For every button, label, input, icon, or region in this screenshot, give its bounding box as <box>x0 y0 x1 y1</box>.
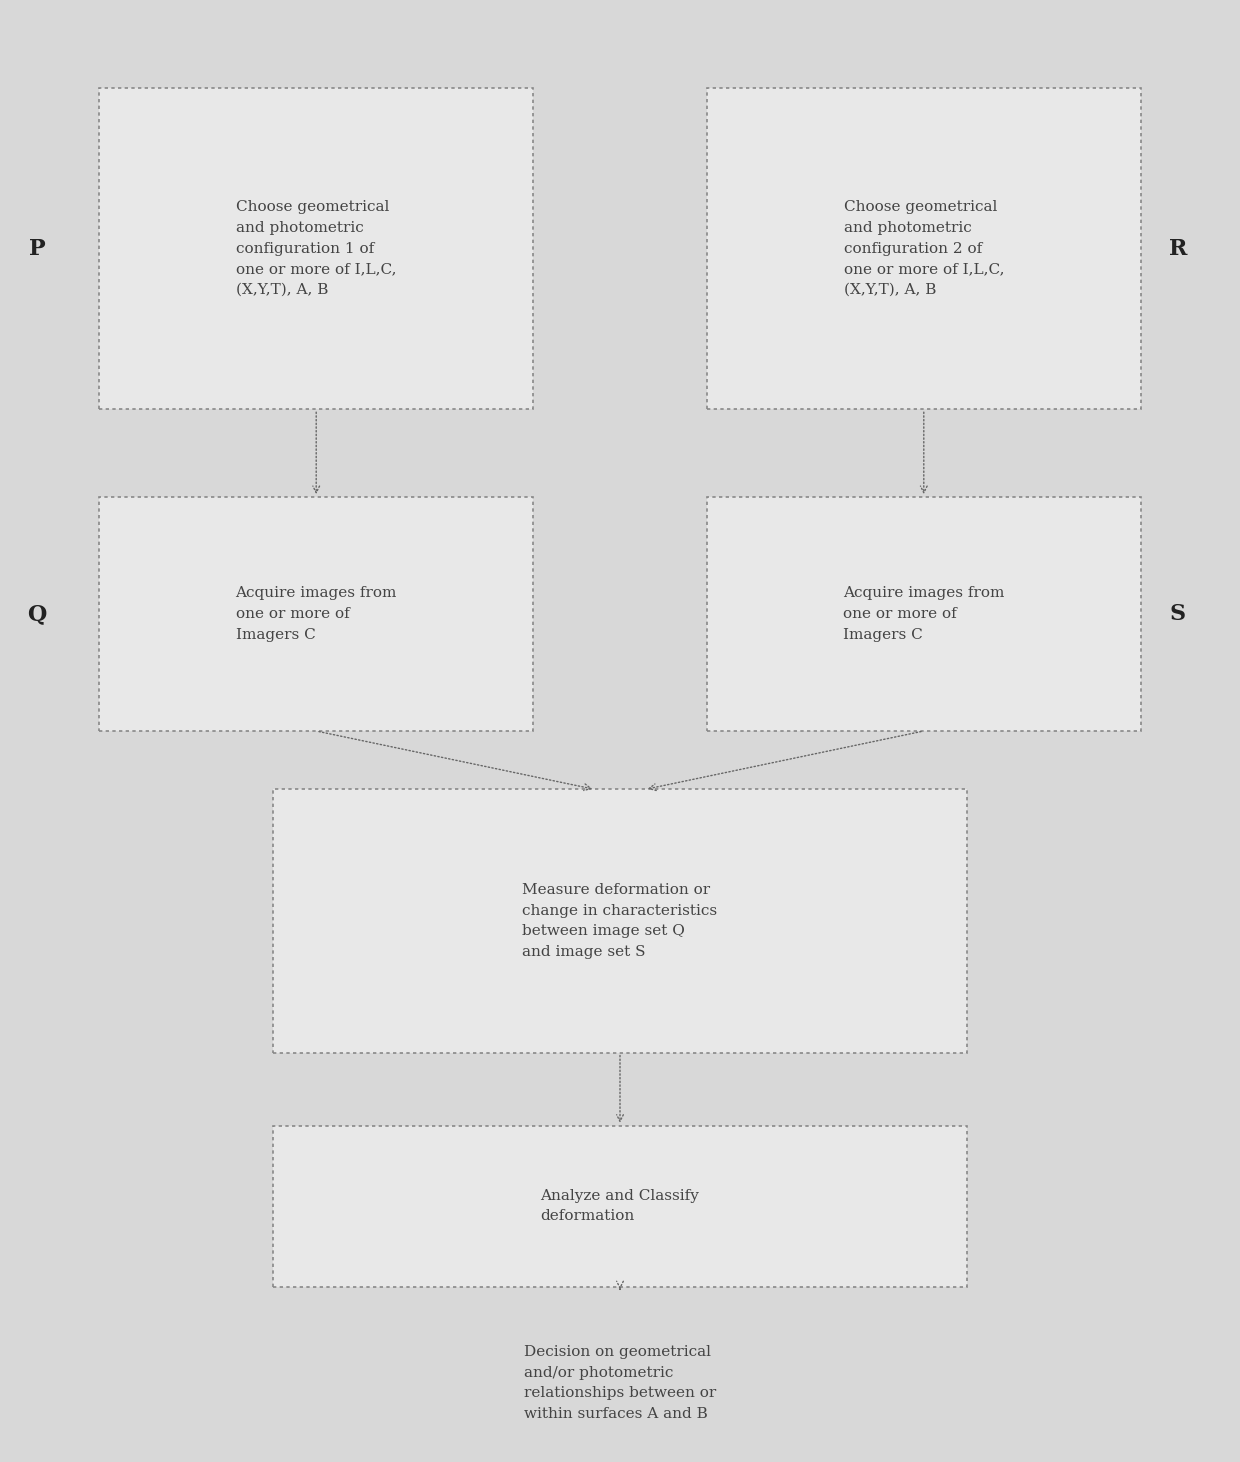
Text: Q: Q <box>27 602 47 626</box>
FancyBboxPatch shape <box>273 1126 967 1287</box>
Text: Decision on geometrical
and/or photometric
relationships between or
within surfa: Decision on geometrical and/or photometr… <box>523 1345 717 1421</box>
Text: R: R <box>1169 237 1187 260</box>
Text: Acquire images from
one or more of
Imagers C: Acquire images from one or more of Image… <box>236 586 397 642</box>
FancyBboxPatch shape <box>99 88 533 409</box>
Text: Analyze and Classify
deformation: Analyze and Classify deformation <box>541 1189 699 1224</box>
Text: Acquire images from
one or more of
Imagers C: Acquire images from one or more of Image… <box>843 586 1004 642</box>
Text: S: S <box>1169 602 1187 626</box>
Text: Choose geometrical
and photometric
configuration 2 of
one or more of I,L,C,
(X,Y: Choose geometrical and photometric confi… <box>843 200 1004 297</box>
Text: P: P <box>29 237 46 260</box>
FancyBboxPatch shape <box>273 789 967 1053</box>
Text: Measure deformation or
change in characteristics
between image set Q
and image s: Measure deformation or change in charact… <box>522 883 718 959</box>
FancyBboxPatch shape <box>707 88 1141 409</box>
Text: Choose geometrical
and photometric
configuration 1 of
one or more of I,L,C,
(X,Y: Choose geometrical and photometric confi… <box>236 200 397 297</box>
FancyBboxPatch shape <box>707 497 1141 731</box>
FancyBboxPatch shape <box>99 497 533 731</box>
